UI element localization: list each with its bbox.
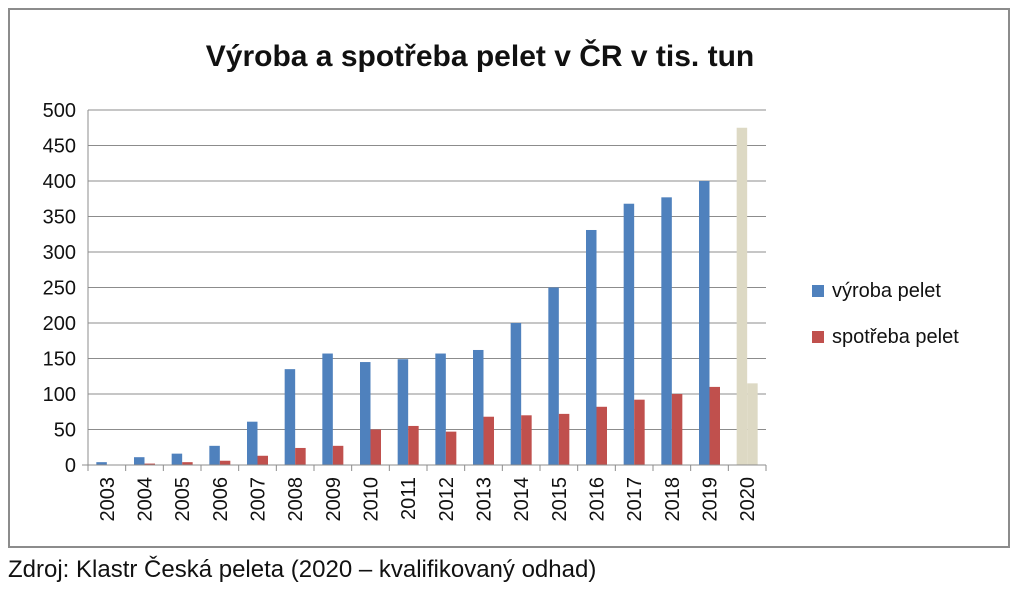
y-tick-label: 450 xyxy=(43,136,76,158)
bar-vyroba-2008 xyxy=(284,369,296,465)
bar-spotreba-2019 xyxy=(709,386,720,465)
axes: 0 50 100 150 200 250 300 350 400 450 500 2003 2004 20… xyxy=(43,100,767,522)
x-tick-label: 2003 xyxy=(97,477,119,522)
x-tick-label: 2013 xyxy=(474,477,496,522)
bar-vyroba-2014 xyxy=(510,323,522,465)
y-tick-label: 50 xyxy=(54,420,76,442)
bar-vyroba-2017 xyxy=(623,203,635,465)
bar-vyroba-2020 xyxy=(736,127,748,465)
y-tick-label: 300 xyxy=(43,242,76,264)
y-tick-label: 200 xyxy=(43,313,76,335)
bar-vyroba-2015 xyxy=(548,287,559,465)
bar-chart: Výroba a spotřeba pelet v ČR v tis. tun … xyxy=(43,39,960,522)
x-tick-label: 2006 xyxy=(210,477,232,522)
legend-swatch xyxy=(812,285,824,297)
x-tick-label: 2016 xyxy=(587,477,609,522)
bar-vyroba-2013 xyxy=(473,349,484,465)
bar-spotreba-2014 xyxy=(521,415,532,465)
bar-spotreba-2009 xyxy=(332,445,344,465)
y-tick-label: 500 xyxy=(43,100,76,122)
x-tick-label: 2017 xyxy=(624,477,646,522)
x-tick-label: 2010 xyxy=(361,477,383,522)
y-tick-label: 150 xyxy=(43,349,76,371)
bar-spotreba-2011 xyxy=(408,425,419,465)
bar-vyroba-2019 xyxy=(699,181,710,465)
bar-spotreba-2017 xyxy=(634,399,645,465)
bar-vyroba-2007 xyxy=(247,421,258,465)
bar-spotreba-2005 xyxy=(182,462,193,465)
bar-spotreba-2007 xyxy=(257,455,268,465)
x-tick-label: 2009 xyxy=(323,477,345,522)
bar-spotreba-2013 xyxy=(483,416,494,465)
bar-spotreba-2020 xyxy=(747,383,758,465)
chart-frame: Výroba a spotřeba pelet v ČR v tis. tun … xyxy=(8,8,1010,548)
x-tick-label: 2004 xyxy=(135,477,157,522)
bar-vyroba-2006 xyxy=(209,445,220,465)
bar-spotreba-2015 xyxy=(558,413,570,465)
x-tick-label: 2015 xyxy=(549,477,571,522)
source-note: Zdroj: Klastr Česká peleta (2020 – kvali… xyxy=(8,556,597,583)
bar-spotreba-2012 xyxy=(445,431,457,465)
bar-vyroba-2011 xyxy=(397,359,409,465)
y-tick-label: 350 xyxy=(43,207,76,229)
x-tick-label: 2020 xyxy=(737,477,759,522)
x-tick-label: 2008 xyxy=(285,477,307,522)
x-tick-label: 2018 xyxy=(662,477,684,522)
bar-vyroba-2004 xyxy=(134,457,145,465)
bar-vyroba-2009 xyxy=(322,353,333,465)
bar-vyroba-2018 xyxy=(661,197,672,465)
bar-spotreba-2010 xyxy=(370,429,381,465)
legend-label: výroba pelet xyxy=(832,280,941,302)
bar-spotreba-2016 xyxy=(596,406,607,465)
y-tick-label: 400 xyxy=(43,171,76,193)
y-tick-label: 100 xyxy=(43,384,76,406)
bar-vyroba-2016 xyxy=(586,229,597,465)
gridlines xyxy=(88,109,766,430)
x-tick-label: 2007 xyxy=(248,477,270,522)
bar-vyroba-2010 xyxy=(360,362,371,465)
bar-spotreba-2018 xyxy=(671,394,683,465)
bars xyxy=(96,127,758,465)
bar-vyroba-2012 xyxy=(435,353,446,465)
bar-spotreba-2008 xyxy=(295,447,306,465)
bar-vyroba-2003 xyxy=(96,462,107,465)
chart-title: Výroba a spotřeba pelet v ČR v tis. tun xyxy=(206,39,754,73)
legend-label: spotřeba pelet xyxy=(832,326,959,348)
legend-swatch xyxy=(812,331,824,343)
bar-spotreba-2006 xyxy=(219,460,231,465)
legend: výroba pelet spotřeba pelet xyxy=(812,280,959,348)
x-tick-label: 2005 xyxy=(172,477,194,522)
x-tick-label: 2019 xyxy=(700,477,722,522)
y-tick-label: 0 xyxy=(65,455,76,477)
x-tick-label: 2014 xyxy=(511,477,533,522)
x-tick-label: 2012 xyxy=(436,477,458,522)
x-tick-label: 2011 xyxy=(398,477,420,520)
bar-vyroba-2005 xyxy=(171,453,183,465)
bar-spotreba-2004 xyxy=(144,463,155,465)
y-tick-label: 250 xyxy=(43,278,76,300)
